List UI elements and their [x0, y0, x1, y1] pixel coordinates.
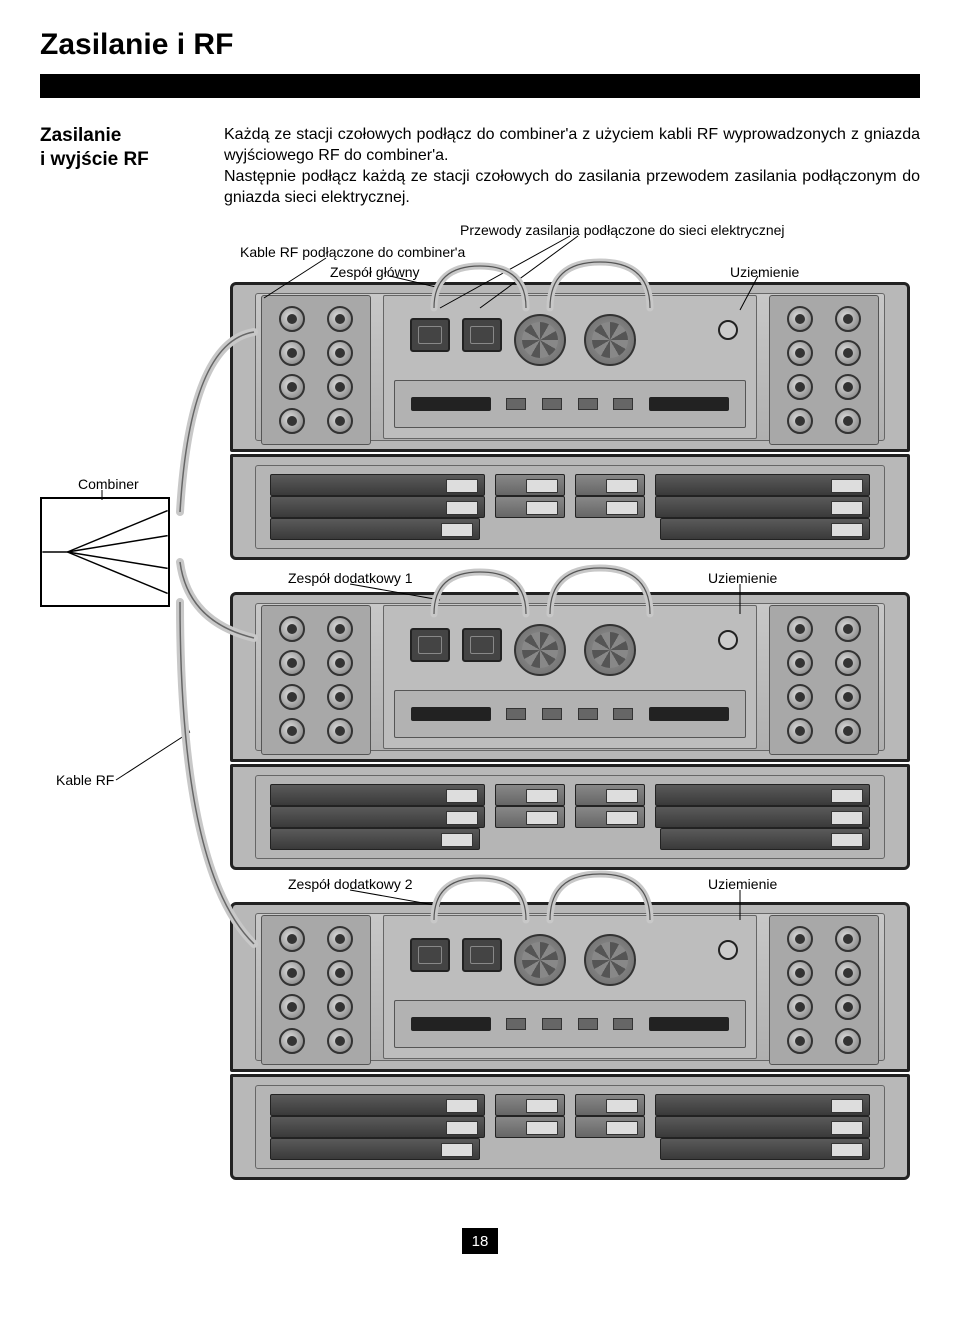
side-heading-line2: i wyjście RF	[40, 149, 149, 170]
page-number: 18	[462, 1228, 498, 1254]
diagram: Przewody zasilania podłączone do sieci e…	[40, 222, 920, 1212]
fan-1	[514, 314, 566, 366]
chassis-add2	[230, 902, 910, 1180]
label-grounding-1: Uziemienie	[730, 264, 799, 280]
chassis-add2-upper	[230, 902, 910, 1072]
chassis-add1-upper	[230, 592, 910, 762]
chassis-main-upper	[230, 282, 910, 452]
chassis-stack	[230, 282, 910, 1186]
label-rf-combiner: Kable RF podłączone do combiner'a	[240, 244, 465, 260]
chassis-add1-lower	[230, 764, 910, 870]
iec-inlet-2	[462, 318, 502, 352]
label-rf-cables: Kable RF	[56, 772, 114, 788]
page-title: Zasilanie i RF	[40, 28, 920, 62]
iec-inlet-1	[410, 318, 450, 352]
center-panel	[383, 295, 757, 439]
label-main-unit: Zespół główny	[330, 264, 420, 280]
ground-lug	[718, 320, 738, 340]
body-text-block: Każdą ze stacji czołowych podłącz do com…	[224, 124, 920, 208]
chassis-add2-lower	[230, 1074, 910, 1180]
fan-2	[584, 314, 636, 366]
label-combiner: Combiner	[78, 476, 139, 492]
side-heading: Zasilanie i wyjście RF	[40, 124, 200, 208]
page: Zasilanie i RF Zasilanie i wyjście RF Ka…	[0, 0, 960, 1294]
combiner-box	[40, 497, 170, 607]
bnc-block-right	[769, 295, 879, 445]
chassis-add1	[230, 592, 910, 870]
chassis-main	[230, 282, 910, 560]
label-power-cables: Przewody zasilania podłączone do sieci e…	[460, 222, 785, 238]
paragraph-1: Każdą ze stacji czołowych podłącz do com…	[224, 124, 920, 166]
bnc-block-left	[261, 295, 371, 445]
side-heading-line1: Zasilanie	[40, 125, 121, 146]
paragraph-2: Następnie podłącz każdą ze stacji czołow…	[224, 166, 920, 208]
chassis-main-lower	[230, 454, 910, 560]
intro-row: Zasilanie i wyjście RF Każdą ze stacji c…	[40, 124, 920, 208]
title-bar	[40, 74, 920, 98]
